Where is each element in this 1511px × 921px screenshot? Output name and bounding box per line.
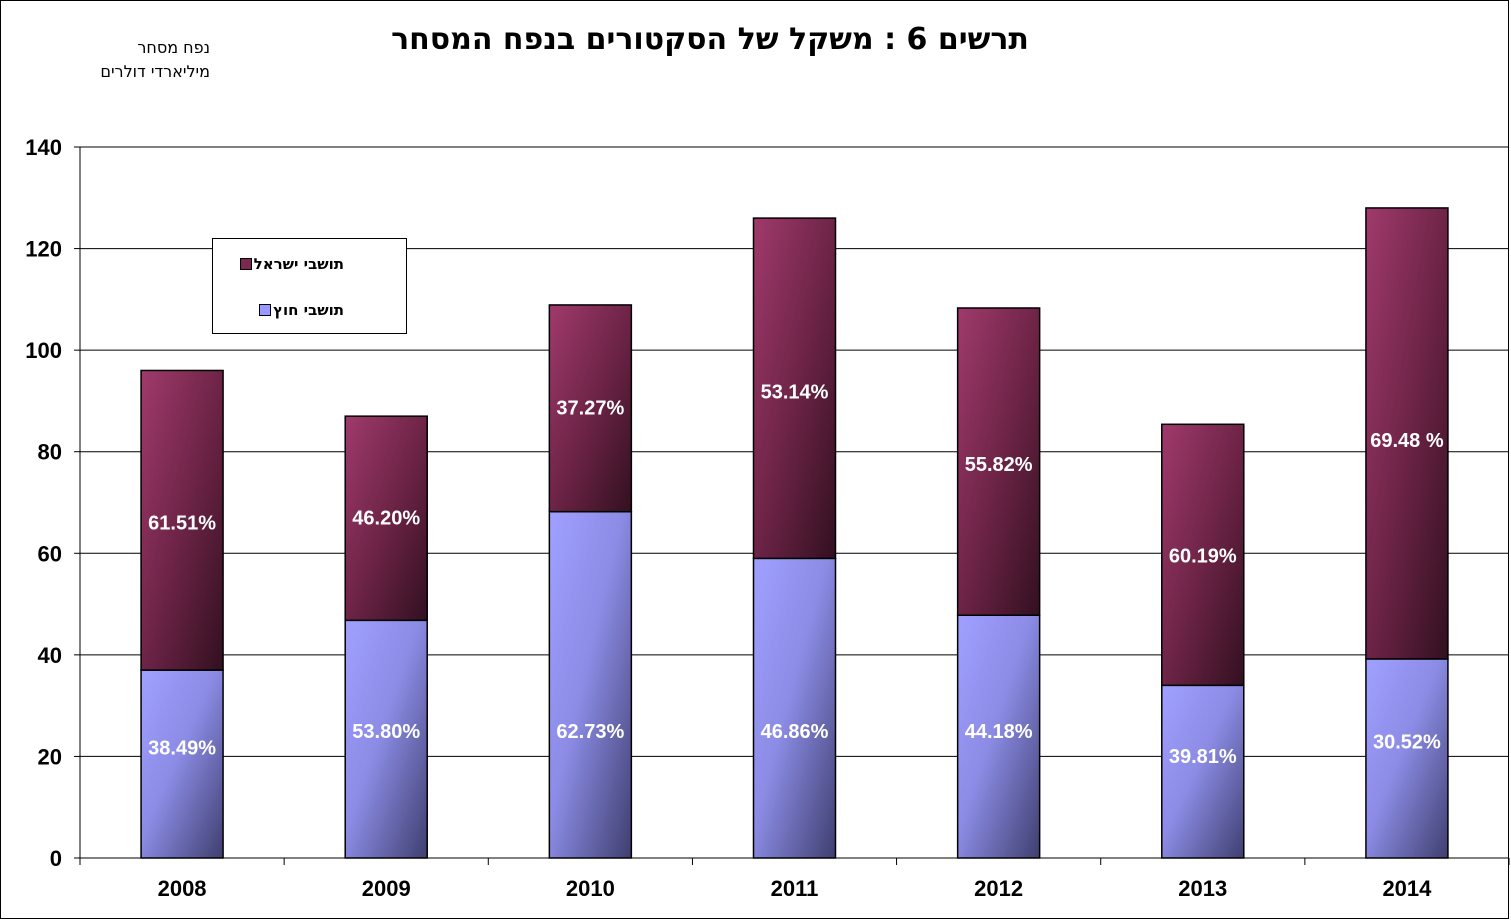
x-tick-label-2009: 2009 (362, 876, 411, 901)
legend-swatch-foreign-residents (259, 304, 272, 316)
legend-label-foreign-residents: תושבי חוץ (273, 301, 344, 319)
bar-israeli-residents-2012 (956, 307, 1041, 616)
y-tick-label-100: 100 (25, 338, 62, 363)
legend: תושבי ישראל תושבי חוץ (212, 238, 407, 334)
data-label-israeli-residents-2009: 46.20% (352, 507, 420, 529)
x-tick-label-2012: 2012 (974, 876, 1023, 901)
y-tick-label-140: 140 (25, 135, 62, 160)
bar-foreign-residents-2010 (548, 510, 633, 859)
bar-foreign-residents-2011 (752, 557, 837, 859)
bar-israeli-residents-2013 (1161, 423, 1245, 687)
legend-label-israeli-residents: תושבי ישראל (253, 255, 344, 273)
bar-israeli-residents-2009 (344, 415, 428, 622)
y-axis-label-line2: מיליארדי דולרים (100, 62, 210, 81)
data-label-foreign-residents-2012: 44.18% (965, 721, 1033, 743)
x-tick-label-2014: 2014 (1382, 876, 1432, 901)
y-tick-label-20: 20 (38, 744, 62, 769)
chart-title: תרשים 6 : משקל של הסקטורים בנפח המסחר (391, 22, 1029, 57)
legend-item-foreign-residents: תושבי חוץ (259, 301, 344, 319)
data-label-foreign-residents-2010: 62.73% (556, 721, 624, 743)
data-label-israeli-residents-2008: 61.51% (148, 512, 216, 534)
data-label-foreign-residents-2014: 30.52% (1373, 732, 1441, 754)
data-label-foreign-residents-2009: 53.80% (352, 721, 420, 743)
y-tick-label-80: 80 (38, 440, 62, 465)
data-label-foreign-residents-2013: 39.81% (1169, 746, 1237, 768)
y-tick-label-40: 40 (38, 643, 62, 668)
y-tick-label-60: 60 (38, 541, 62, 566)
data-label-israeli-residents-2010: 37.27% (556, 397, 624, 419)
bar-israeli-residents-2011 (752, 217, 837, 560)
x-tick-label-2013: 2013 (1178, 876, 1227, 901)
y-tick-label-120: 120 (25, 237, 62, 262)
x-tick-label-2008: 2008 (158, 876, 207, 901)
x-tick-label-2011: 2011 (771, 876, 819, 901)
legend-item-israeli-residents: תושבי ישראל (239, 255, 344, 273)
bar-foreign-residents-2013 (1161, 684, 1245, 859)
data-label-israeli-residents-2013: 60.19% (1169, 546, 1237, 568)
data-label-israeli-residents-2012: 55.82% (965, 454, 1033, 476)
bar-israeli-residents-2010 (548, 304, 633, 513)
data-label-israeli-residents-2014: 69.48 % (1370, 430, 1444, 452)
bar-israeli-residents-2014 (1365, 207, 1449, 660)
legend-swatch-israeli-residents (239, 258, 252, 270)
bar-foreign-residents-2012 (956, 614, 1041, 859)
bar-foreign-residents-2014 (1365, 658, 1449, 859)
bar-foreign-residents-2008 (140, 669, 224, 859)
data-label-foreign-residents-2008: 38.49% (148, 738, 216, 760)
data-label-israeli-residents-2011: 53.14% (761, 381, 829, 403)
y-axis-label-line1: נפח מסחר (137, 38, 210, 57)
x-tick-label-2010: 2010 (566, 876, 615, 901)
bar-israeli-residents-2008 (140, 369, 224, 671)
y-tick-label-0: 0 (50, 846, 62, 871)
data-label-foreign-residents-2011: 46.86% (761, 721, 829, 743)
